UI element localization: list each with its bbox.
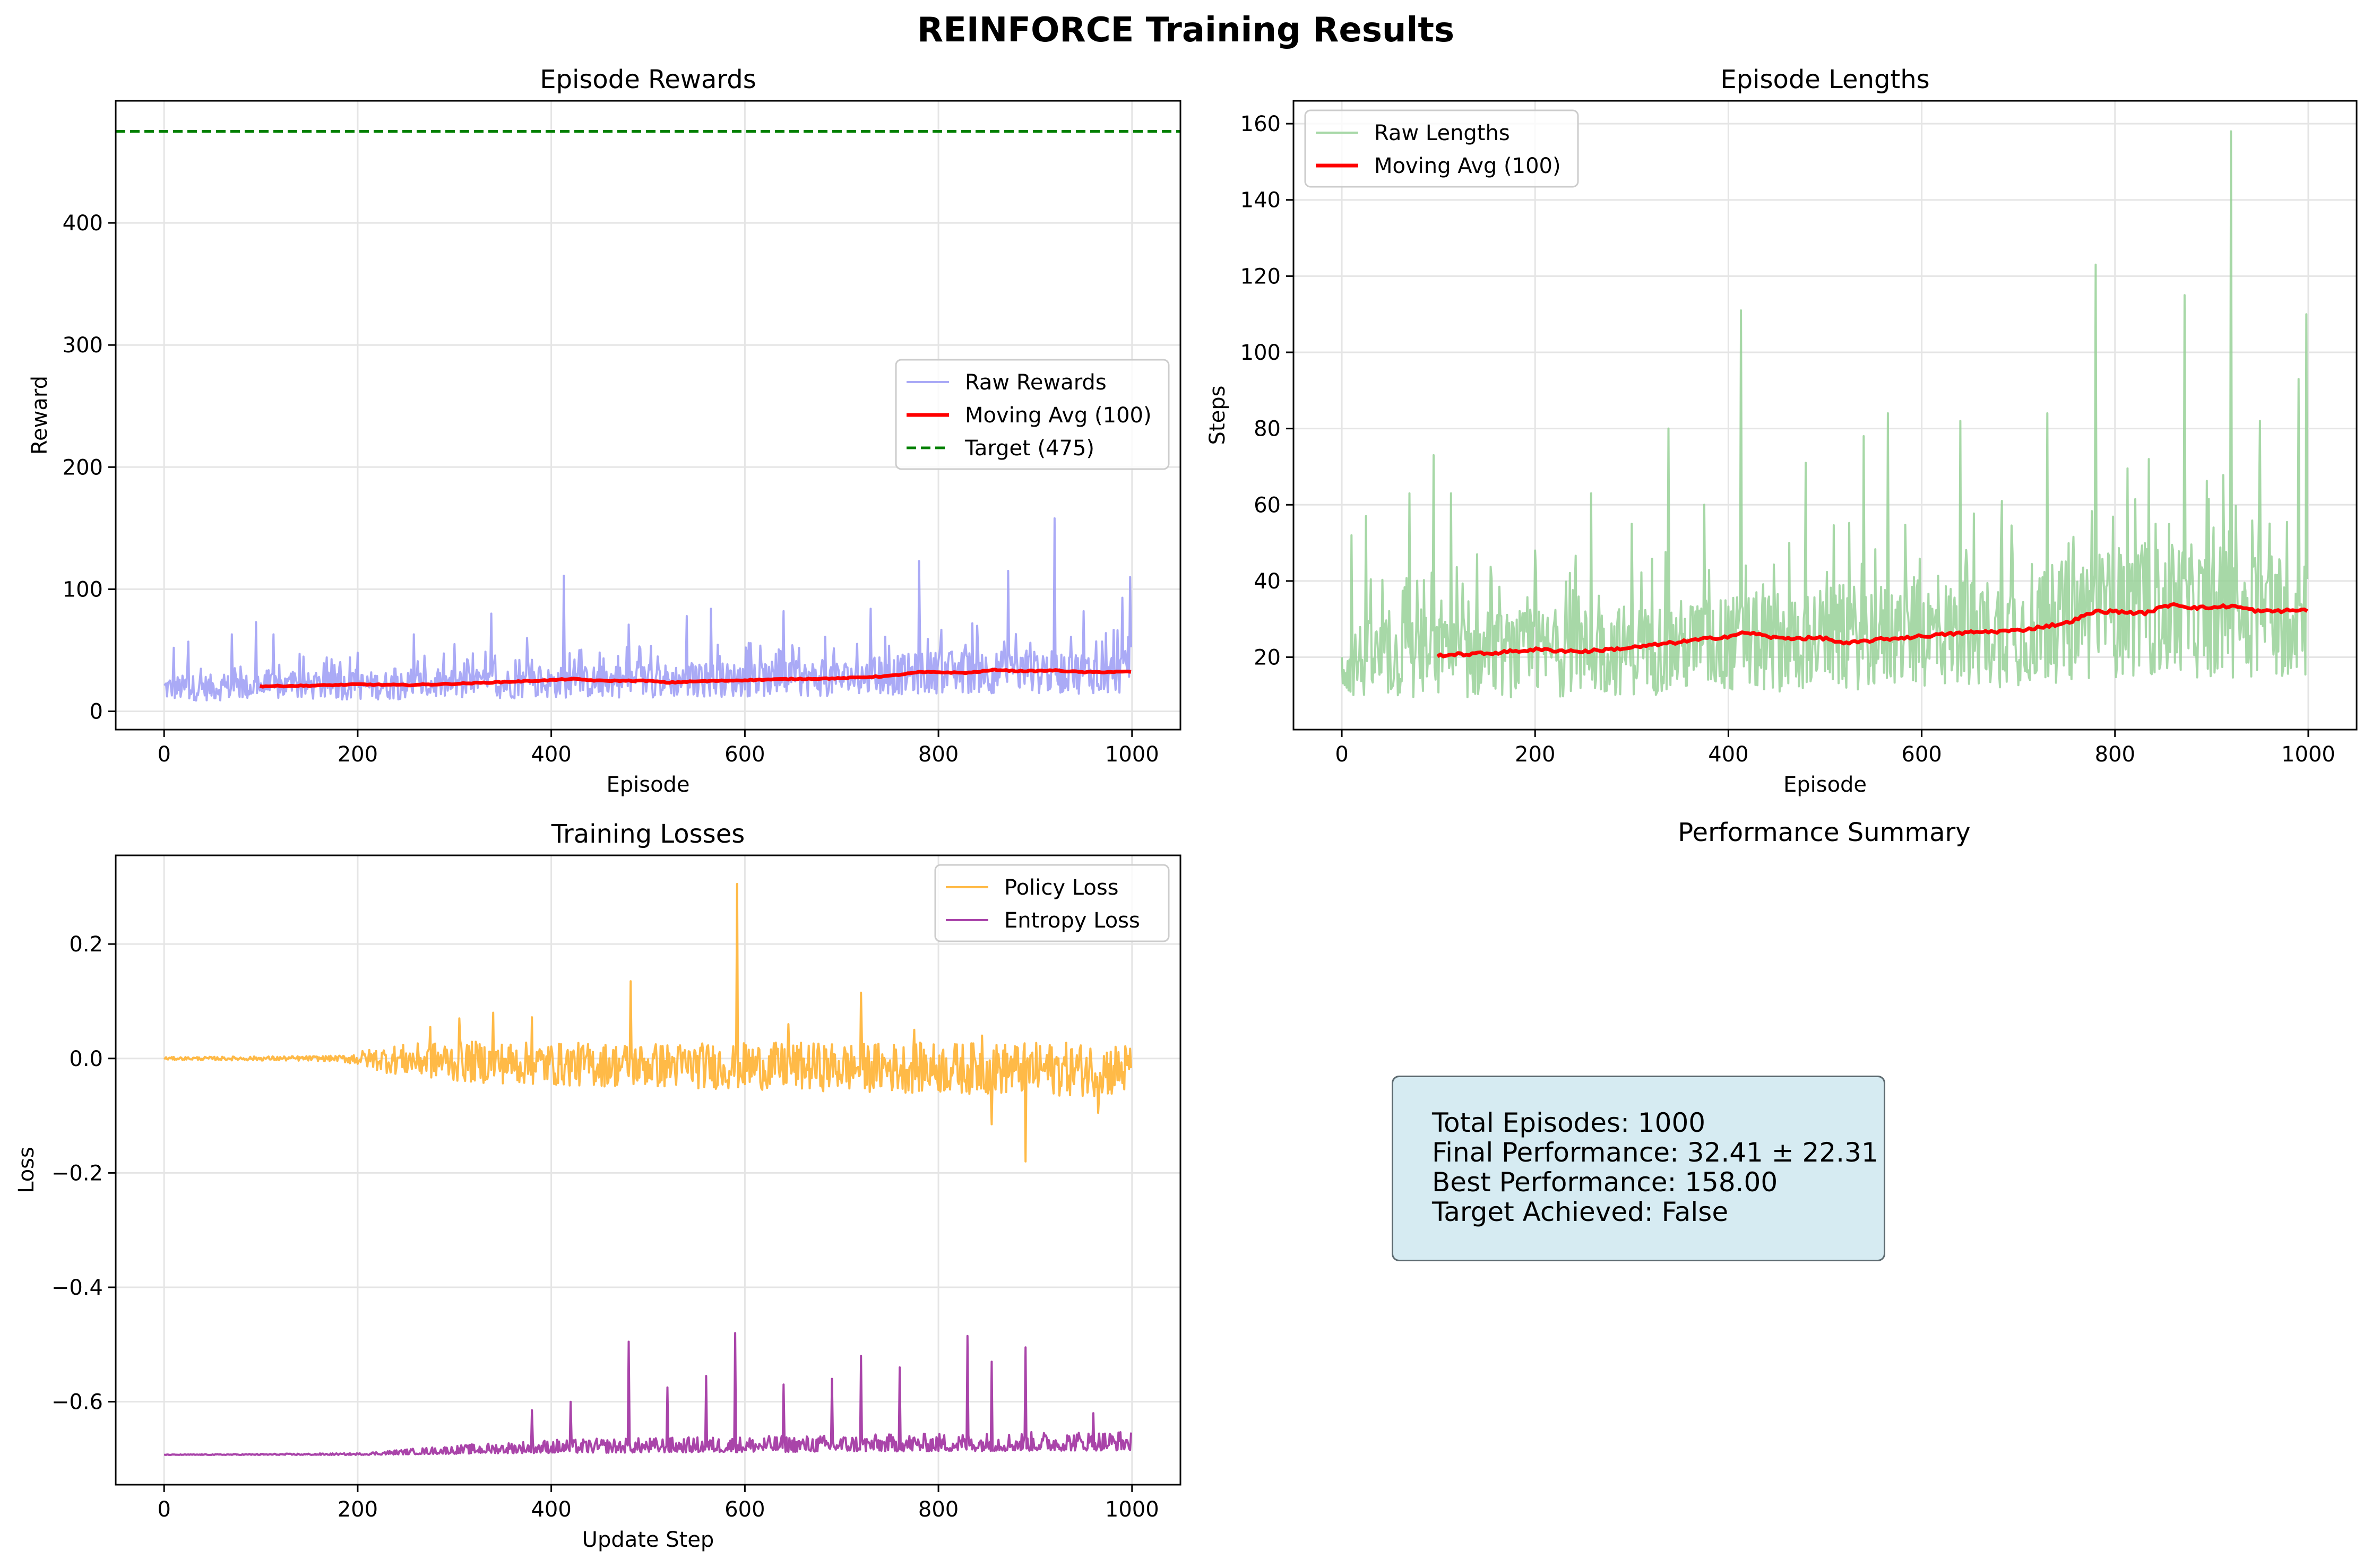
x-tick-label: 800	[918, 742, 959, 767]
y-tick-label: 400	[63, 211, 103, 236]
summary-text: Total Episodes: 1000 Final Performance: 3…	[1432, 1108, 1878, 1227]
panel-title: Episode Lengths	[1720, 65, 1929, 94]
y-tick-label: 0.0	[69, 1047, 103, 1071]
ticks: 0 200 400 600 800 1000 20 40 60 80 100 120 140 160	[1240, 112, 2335, 767]
x-tick-label: 800	[2095, 742, 2135, 767]
y-tick-label: 20	[1254, 646, 1281, 670]
x-tick-label: 1000	[1105, 1497, 1159, 1522]
legend: Raw Rewards Moving Avg (100) Target (475)	[895, 359, 1170, 470]
y-tick-label: 140	[1240, 188, 1281, 213]
x-tick-label: 600	[724, 1497, 765, 1522]
summary-box	[1392, 1076, 1885, 1261]
legend: Policy Loss Entropy Loss	[934, 864, 1170, 942]
series-line-moving-avg-100	[259, 668, 1132, 689]
panel-title: Training Losses	[551, 819, 745, 849]
x-tick-label: 400	[531, 1497, 571, 1522]
y-axis-label: Reward	[28, 376, 52, 455]
panel-episode-lengths: 0 200 400 600 800 1000 20 40 60 80 100 120 140 160 Epi…	[1205, 65, 2358, 797]
plot-area	[1341, 130, 2309, 698]
y-tick-label: 80	[1254, 417, 1281, 441]
x-axis-label: Update Step	[582, 1528, 714, 1552]
y-tick-label: −0.2	[51, 1161, 103, 1185]
y-tick-label: 200	[63, 455, 103, 480]
x-tick-label: 1000	[2281, 742, 2335, 767]
panel-title: Episode Rewards	[540, 65, 756, 94]
y-tick-label: 100	[63, 577, 103, 602]
legend-label: Policy Loss	[1004, 876, 1119, 900]
x-tick-label: 200	[338, 742, 378, 767]
x-tick-label: 0	[1335, 742, 1348, 767]
x-tick-label: 1000	[1105, 742, 1159, 767]
x-tick-label: 600	[724, 742, 765, 767]
x-tick-label: 400	[1708, 742, 1748, 767]
x-tick-label: 600	[1901, 742, 1942, 767]
grid	[116, 855, 1180, 1485]
x-tick-label: 400	[531, 742, 571, 767]
x-axis-label: Episode	[606, 773, 689, 797]
y-tick-label: −0.4	[51, 1276, 103, 1300]
series-line-raw-lengths	[1341, 130, 2309, 698]
y-tick-label: 0	[90, 699, 103, 724]
y-axis-label: Steps	[1205, 386, 1230, 445]
figure-title: REINFORCE Training Results	[917, 11, 1454, 50]
y-tick-label: 160	[1240, 112, 1281, 136]
legend-frame	[1304, 109, 1579, 188]
legend-label: Raw Rewards	[965, 370, 1107, 395]
panel-episode-rewards: 0 200 400 600 800 1000 0 100 200 300 400 Episode Re…	[28, 65, 1181, 797]
x-tick-label: 200	[1515, 742, 1555, 767]
legend-label: Raw Lengths	[1374, 121, 1510, 145]
x-tick-label: 200	[338, 1497, 378, 1522]
y-tick-label: 300	[63, 333, 103, 358]
y-tick-label: 120	[1240, 264, 1281, 289]
series-line-moving-avg-100	[1436, 602, 2308, 659]
legend-label: Moving Avg (100)	[965, 403, 1152, 428]
x-tick-label: 0	[157, 1497, 170, 1522]
legend-label: Target (475)	[964, 436, 1094, 461]
plot-area	[116, 130, 1180, 702]
y-tick-label: 60	[1254, 493, 1281, 517]
legend: Raw Lengths Moving Avg (100)	[1304, 109, 1579, 188]
ticks: 0 200 400 600 800 1000 −0.6 −0.4 −0.2 0.0 0.2	[51, 932, 1159, 1522]
y-tick-label: 100	[1240, 341, 1281, 365]
summary-line-final: Final Performance: 32.41 ± 22.31	[1432, 1137, 1878, 1168]
series-line-entropy-loss	[163, 1332, 1132, 1456]
summary-title: Performance Summary	[1678, 818, 1970, 847]
x-tick-label: 0	[157, 742, 170, 767]
plot-area	[163, 882, 1132, 1456]
legend-label: Entropy Loss	[1004, 908, 1140, 933]
summary-line-best: Best Performance: 158.00	[1432, 1167, 1778, 1198]
x-tick-label: 800	[918, 1497, 959, 1522]
axes-frame	[115, 100, 1181, 731]
legend-frame	[895, 359, 1170, 470]
series-line-raw-rewards	[163, 517, 1132, 702]
series-line-policy-loss	[163, 882, 1132, 1163]
axes-frame	[115, 854, 1181, 1486]
x-axis-label: Episode	[1783, 773, 1867, 797]
summary-line-target: Target Achieved: False	[1432, 1197, 1729, 1227]
ticks: 0 200 400 600 800 1000 0 100 200 300 400	[63, 211, 1159, 767]
legend-label: Moving Avg (100)	[1374, 154, 1561, 178]
summary-line-episodes: Total Episodes: 1000	[1432, 1107, 1706, 1138]
y-tick-label: 40	[1254, 569, 1281, 594]
y-tick-label: 0.2	[69, 932, 103, 957]
panel-training-losses: 0 200 400 600 800 1000 −0.6 −0.4 −0.2 0.0 0.2 Train…	[14, 819, 1181, 1552]
legend-frame	[934, 864, 1170, 942]
axes-frame	[1292, 100, 2358, 731]
y-axis-label: Loss	[14, 1147, 39, 1193]
y-tick-label: −0.6	[51, 1390, 103, 1415]
